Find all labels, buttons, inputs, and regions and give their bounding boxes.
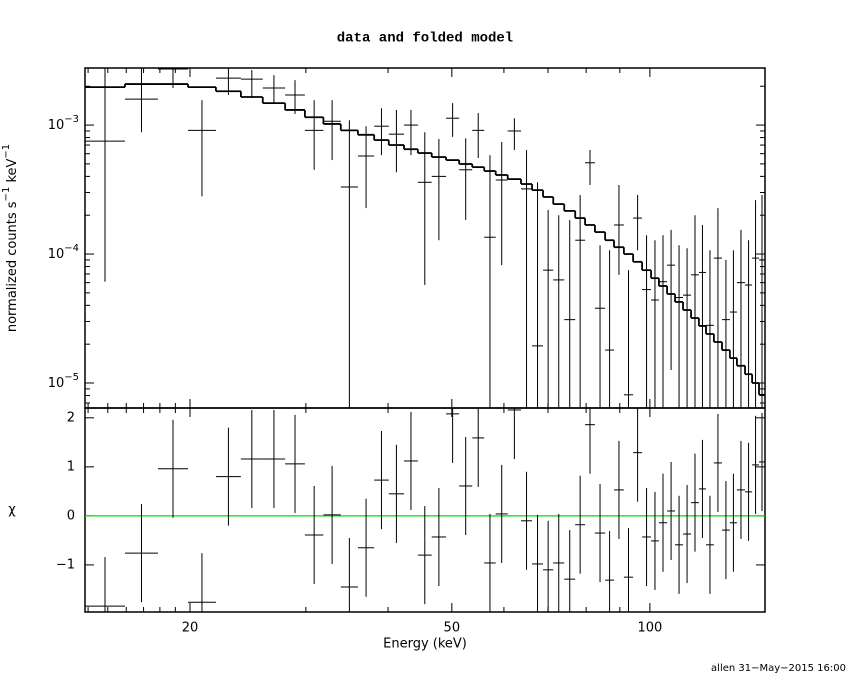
y-tick-label-base: 10 [48, 118, 65, 133]
x-tick-label: 20 [182, 621, 199, 636]
y-axis-label-part: keV [5, 158, 20, 186]
plot-area [85, 408, 765, 612]
plot-frame [84, 407, 766, 613]
x-axis-label: Energy (keV) [383, 637, 467, 652]
y-tick-label: 10−5 [48, 372, 79, 391]
y-tick-label-exponent: −5 [64, 372, 79, 383]
y-tick-label: 1 [67, 459, 75, 474]
y-axis-label: normalized counts s−1 keV−1 [1, 144, 20, 332]
chart-title: data and folded model [337, 31, 513, 47]
y-tick-label-exponent: −3 [64, 114, 79, 125]
y-tick-label: 2 [67, 410, 75, 425]
y-tick-label: −1 [56, 557, 75, 572]
x-tick-label: 100 [637, 621, 662, 636]
y-axis-label-exponent: −1 [1, 144, 12, 159]
x-tick-label: 50 [444, 621, 461, 636]
y-tick-label-exponent: −4 [64, 243, 79, 254]
y-tick-label: 0 [67, 508, 75, 523]
y-tick-label-base: 10 [48, 376, 65, 391]
y-tick-label: 10−4 [48, 243, 79, 262]
y-tick-label: 10−3 [48, 114, 79, 132]
y-axis-label-part: normalized counts s [5, 201, 20, 332]
footer: allen 31−May−2015 16:00 [711, 663, 846, 674]
y-tick-label-base: 10 [48, 247, 65, 262]
model-riser [124, 84, 760, 395]
y-axis-label-exponent: −1 [1, 187, 12, 202]
y-axis-label: χ [8, 503, 16, 518]
plot-area [85, 68, 765, 408]
